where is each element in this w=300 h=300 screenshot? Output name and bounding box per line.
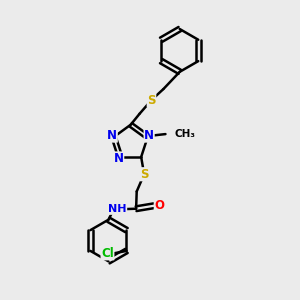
Text: N: N: [144, 129, 154, 142]
Text: S: S: [140, 168, 148, 181]
Text: O: O: [154, 199, 164, 212]
Text: N: N: [114, 152, 124, 165]
Text: N: N: [107, 129, 117, 142]
Text: CH₃: CH₃: [174, 129, 195, 139]
Text: S: S: [147, 94, 156, 106]
Text: Cl: Cl: [101, 247, 114, 260]
Text: NH: NH: [108, 204, 127, 214]
